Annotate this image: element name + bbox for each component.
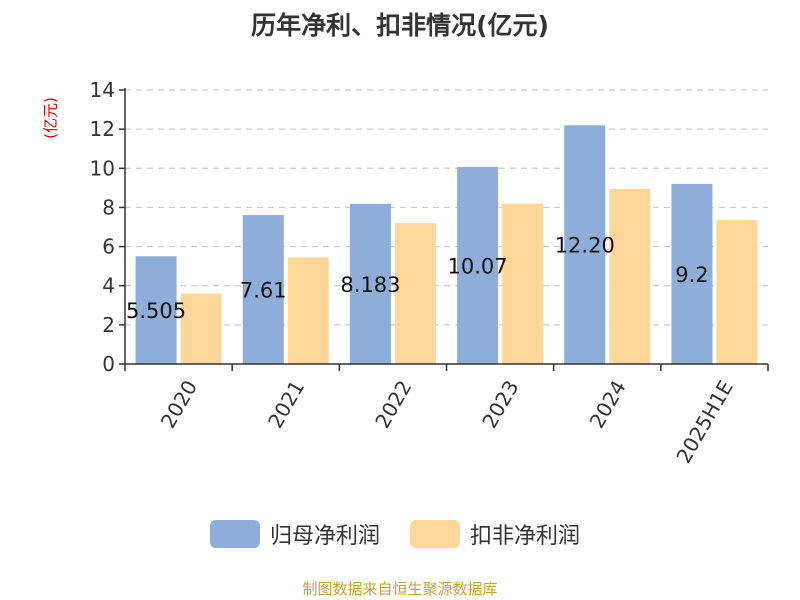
y-tick-label: 10 [90,156,115,180]
legend: 归母净利润 扣非净利润 [0,518,800,554]
legend-swatch-deducted-profit [410,520,460,548]
y-tick-label: 12 [90,117,115,141]
legend-label-net-profit: 归母净利润 [270,524,381,549]
legend-label-deducted-profit: 扣非净利润 [470,524,581,549]
bar-deducted-profit [287,257,329,364]
data-label: 9.2 [675,263,708,287]
bar-net-profit [242,215,284,364]
bar-net-profit [349,203,391,364]
bar-deducted-profit [502,203,544,364]
bar-net-profit [135,256,177,364]
bar-net-profit [564,125,606,364]
bar-net-profit [457,166,499,364]
y-tick-label: 2 [102,313,115,337]
y-tick-label: 0 [102,352,115,376]
data-label: 12.20 [555,234,615,258]
data-label: 8.183 [340,273,400,297]
x-tick-label: 2023 [477,376,523,432]
x-tick-label: 2022 [370,376,416,432]
legend-swatch-net-profit [210,520,260,548]
bars [135,125,758,364]
data-label: 10.07 [448,254,508,278]
source-note: 制图数据来自恒生聚源数据库 [302,580,498,598]
y-tick-label: 4 [102,274,115,298]
x-tick-label: 2020 [156,376,202,432]
bar-deducted-profit [716,220,758,364]
data-labels: 5.505 7.61 8.183 10.07 12.20 9.2 [126,234,709,324]
legend-item-deducted-profit[interactable]: 扣非净利润 [410,518,580,550]
legend-item-net-profit[interactable]: 归母净利润 [210,518,380,550]
chart-title: 历年净利、扣非情况(亿元) [251,11,549,40]
y-tick-label: 8 [102,195,115,219]
grid-lines [125,89,768,326]
x-tick-label: 2025H1E [671,376,737,467]
y-tick-label: 6 [102,235,115,259]
data-label: 7.61 [240,279,287,303]
bar-deducted-profit [609,188,651,364]
x-tick-label: 2021 [263,376,309,432]
data-label: 5.505 [126,299,186,323]
y-tick-label: 14 [90,78,115,102]
bar-net-profit [671,183,713,364]
x-tick-label: 2024 [585,376,631,432]
bar-deducted-profit [180,293,222,364]
bar-deducted-profit [394,223,436,364]
